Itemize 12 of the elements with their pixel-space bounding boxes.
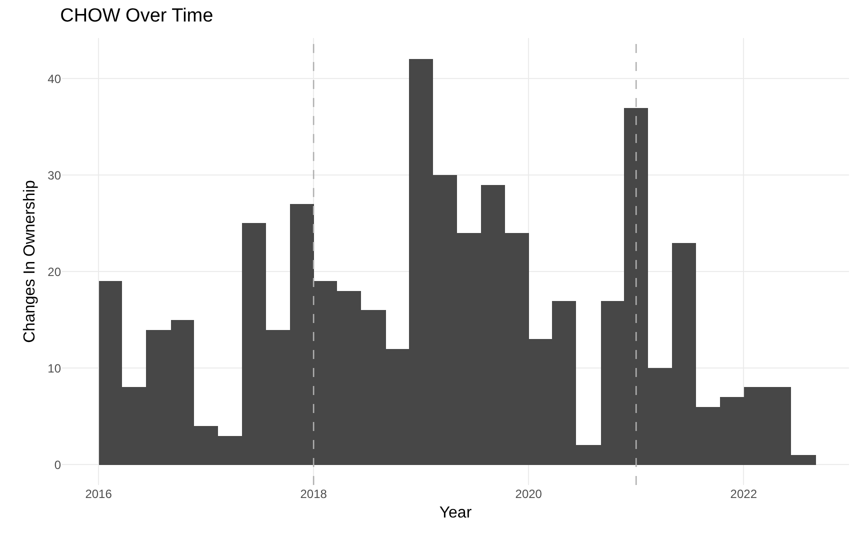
y-tick-label: 20 bbox=[48, 264, 62, 279]
y-tick-label: 40 bbox=[48, 72, 62, 86]
x-tick-label: 2022 bbox=[730, 487, 758, 501]
x-axis-title: Year bbox=[439, 504, 472, 522]
y-axis-title: Changes In Ownership bbox=[22, 180, 39, 343]
y-tick-label: 10 bbox=[48, 361, 62, 376]
x-tick-label: 2016 bbox=[85, 487, 112, 501]
chart-title: CHOW Over Time bbox=[60, 5, 214, 26]
x-tick-label: 2018 bbox=[300, 487, 328, 501]
y-tick-label: 30 bbox=[48, 168, 62, 182]
x-tick-label: 2020 bbox=[515, 487, 542, 501]
y-tick-label: 0 bbox=[54, 458, 62, 472]
